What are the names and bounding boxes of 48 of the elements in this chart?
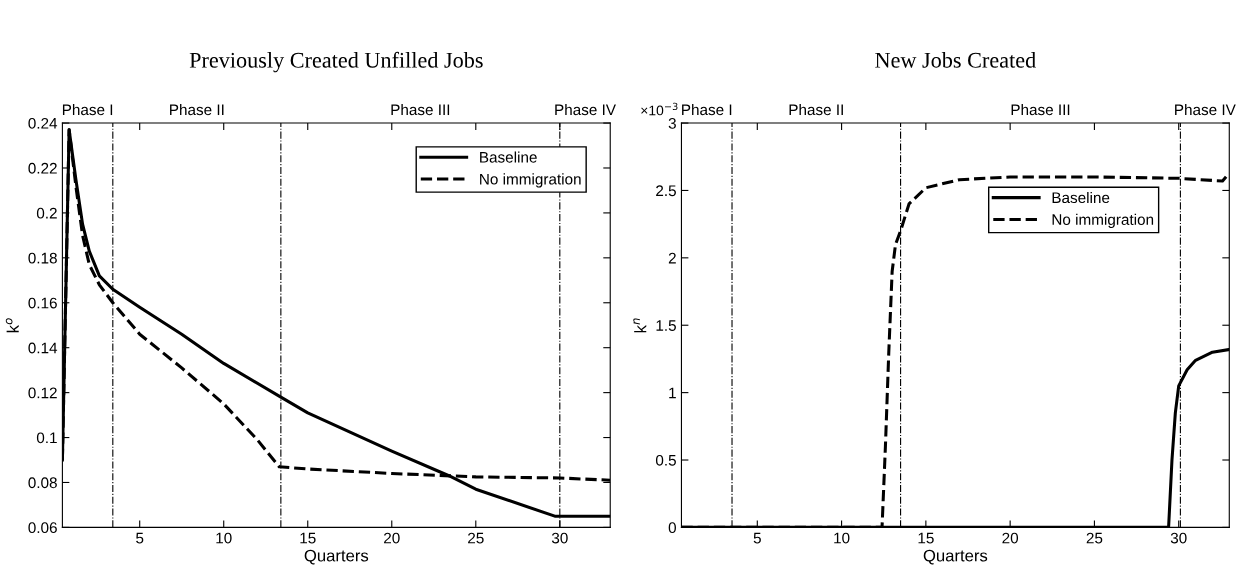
legend-label: No immigration	[1052, 213, 1154, 229]
text: Phase III	[1011, 103, 1070, 116]
y-tick-label: 0.1	[36, 432, 57, 444]
x-tick-label: 15	[918, 532, 934, 544]
text: Phase IV	[555, 103, 616, 116]
y-tick-label: 1.5	[656, 320, 676, 331]
text: Phase III	[391, 103, 450, 116]
x-tick-label: 10	[834, 532, 850, 544]
legend-label: No immigration	[480, 173, 581, 188]
chart-title: New Jobs Created	[875, 52, 1036, 68]
x-tick-label: 30	[551, 532, 568, 544]
text: Phase IV	[1175, 103, 1236, 116]
text: Phase I	[62, 103, 113, 116]
y-tick-label: 0.06	[28, 522, 57, 534]
x-tick-label: 5	[136, 532, 144, 544]
y-axis-title: k$^{n}$	[633, 318, 647, 333]
y-tick-label: 0.08	[28, 477, 57, 489]
x-tick-label: 20	[1002, 532, 1019, 544]
x-tick-label: 15	[300, 532, 316, 544]
y-tick-label: 0.5	[655, 454, 676, 466]
chart-title: Previously Created Unfilled Jobs	[189, 51, 483, 73]
y-tick-label: 0.2	[36, 207, 57, 219]
text: ×10$^{−3}$	[641, 102, 678, 116]
y-tick-label: 0.12	[28, 387, 57, 399]
y-axis-title: k$^{o}$	[5, 318, 19, 333]
x-axis-title: Quarters	[923, 549, 988, 565]
x-tick-label: 20	[384, 532, 400, 544]
y-tick-label: 0.18	[28, 252, 57, 264]
x-axis-title: Quarters	[304, 549, 369, 565]
x-tick-label: 5	[753, 532, 761, 544]
y-tick-label: 0	[668, 522, 676, 534]
y-tick-label: 0.14	[28, 342, 58, 354]
y-tick-label: 0.22	[28, 162, 57, 174]
y-tick-label: 2.5	[656, 185, 676, 197]
y-tick-label: 0.24	[28, 117, 58, 129]
y-tick-label: 1	[669, 387, 676, 399]
text: Phase II	[789, 103, 843, 116]
x-tick-label: 25	[468, 532, 484, 544]
y-tick-label: 2	[668, 252, 676, 264]
legend-label: Baseline	[480, 151, 537, 163]
x-tick-label: 30	[1170, 532, 1187, 544]
text: Phase II	[170, 103, 224, 116]
x-tick-label: 25	[1086, 532, 1103, 544]
y-tick-label: 3	[668, 117, 676, 129]
legend-label: Baseline	[1052, 191, 1110, 204]
x-tick-label: 10	[216, 532, 232, 544]
text: Phase I	[682, 103, 732, 116]
y-tick-label: 0.16	[28, 297, 57, 309]
